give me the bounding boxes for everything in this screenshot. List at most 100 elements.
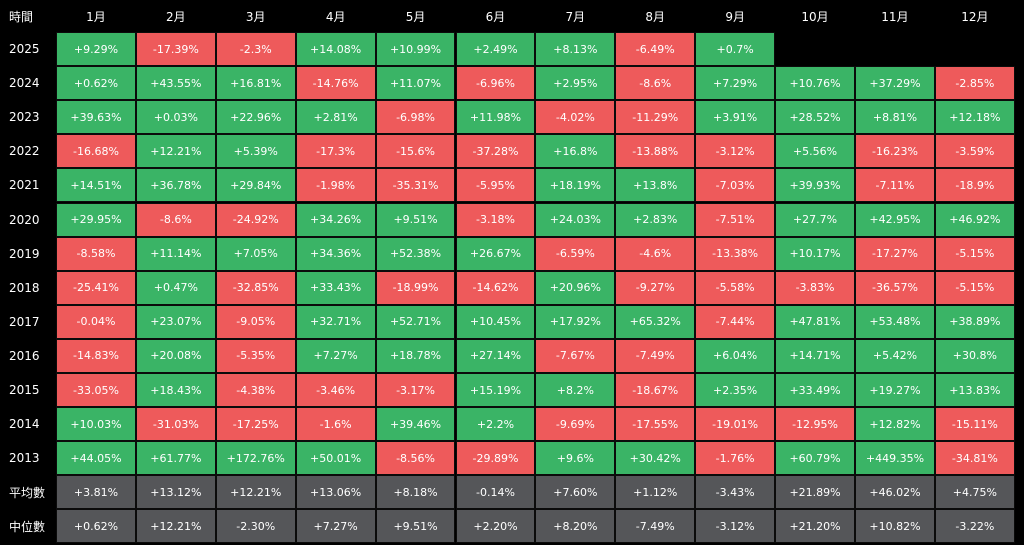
- row-label: 2023: [9, 110, 40, 125]
- return-cell: -13.88%: [615, 134, 696, 169]
- return-cell: -12.95%: [775, 407, 855, 442]
- return-cell: -2.3%: [215, 32, 296, 67]
- return-cell: -14.62%: [455, 270, 536, 305]
- return-cell: +5.42%: [855, 338, 935, 373]
- return-cell: +36.78%: [135, 168, 216, 203]
- return-cell: +8.13%: [535, 32, 616, 67]
- return-cell: +42.95%: [855, 202, 935, 237]
- return-cell: +27.14%: [455, 338, 536, 373]
- return-cell: +0.03%: [135, 100, 216, 135]
- return-cell: +27.7%: [775, 202, 855, 237]
- return-cell: -1.98%: [295, 168, 376, 203]
- return-cell: +32.71%: [295, 304, 376, 339]
- return-cell: -17.3%: [295, 134, 376, 169]
- return-cell: +449.35%: [855, 441, 935, 476]
- return-cell: -3.46%: [295, 373, 376, 408]
- summary-cell: +10.82%: [855, 509, 935, 544]
- return-cell: -15.11%: [934, 407, 1015, 442]
- return-cell: +65.32%: [615, 304, 696, 339]
- return-cell: +33.43%: [295, 270, 376, 305]
- return-cell: +33.49%: [775, 373, 855, 408]
- return-cell: -7.44%: [695, 304, 776, 339]
- summary-cell: +8.20%: [535, 509, 616, 544]
- return-cell: +11.07%: [375, 66, 456, 101]
- column-header-3: 3月: [245, 9, 266, 24]
- column-header-9: 9月: [725, 9, 745, 24]
- return-cell: -2.85%: [934, 66, 1015, 101]
- summary-cell: +21.89%: [775, 475, 855, 510]
- summary-cell: +9.51%: [375, 509, 456, 544]
- return-cell: -4.02%: [535, 100, 616, 135]
- row-label: 2024: [9, 76, 40, 91]
- summary-cell: -7.49%: [615, 509, 696, 544]
- column-header-12: 12月: [961, 9, 989, 24]
- column-header-7: 7月: [565, 9, 586, 24]
- return-cell: +2.95%: [535, 66, 616, 101]
- return-cell: -34.81%: [934, 441, 1015, 476]
- summary-cell: +1.12%: [615, 475, 696, 510]
- return-cell: -9.27%: [615, 270, 696, 305]
- column-header-11: 11月: [881, 9, 909, 24]
- return-cell: +6.04%: [695, 338, 776, 373]
- return-cell: -6.59%: [535, 236, 616, 271]
- return-cell: -1.6%: [295, 407, 376, 442]
- return-cell: +9.51%: [375, 202, 456, 237]
- return-cell: -17.25%: [215, 407, 296, 442]
- row-label: 中位數: [9, 519, 46, 534]
- return-cell: -18.9%: [934, 168, 1015, 203]
- summary-cell: +4.75%: [934, 475, 1015, 510]
- return-cell: +2.35%: [695, 373, 776, 408]
- return-cell: +39.93%: [775, 168, 855, 203]
- return-cell: -4.38%: [215, 373, 296, 408]
- return-cell: +34.36%: [295, 236, 376, 271]
- summary-cell: +7.60%: [535, 475, 616, 510]
- return-cell: -8.6%: [615, 66, 696, 101]
- row-label: 2019: [9, 246, 40, 261]
- return-cell: +34.26%: [295, 202, 376, 237]
- return-cell: +2.83%: [615, 202, 696, 237]
- summary-cell: +2.20%: [455, 509, 536, 544]
- return-cell: -7.67%: [535, 338, 616, 373]
- return-cell: +7.27%: [295, 338, 376, 373]
- return-cell: -24.92%: [215, 202, 296, 237]
- return-cell: +0.62%: [56, 66, 136, 101]
- column-header-2: 2月: [166, 9, 186, 24]
- return-cell: -31.03%: [135, 407, 216, 442]
- return-cell: -5.15%: [934, 236, 1015, 271]
- return-cell: -15.6%: [375, 134, 456, 169]
- return-cell: -25.41%: [56, 270, 136, 305]
- row-label: 2021: [9, 178, 40, 193]
- return-cell: +14.08%: [295, 32, 376, 67]
- return-cell: +22.96%: [215, 100, 296, 135]
- return-cell: +29.95%: [56, 202, 136, 237]
- return-cell: +0.47%: [135, 270, 216, 305]
- summary-cell: +0.62%: [56, 509, 136, 544]
- return-cell: +38.89%: [934, 304, 1015, 339]
- return-cell: -16.23%: [855, 134, 935, 169]
- summary-cell: +3.81%: [56, 475, 136, 510]
- return-cell: +13.8%: [615, 168, 696, 203]
- return-cell: +10.99%: [375, 32, 456, 67]
- row-label: 平均數: [9, 485, 46, 500]
- return-cell: +10.03%: [56, 407, 136, 442]
- return-cell: -3.17%: [375, 373, 456, 408]
- return-cell: +13.83%: [934, 373, 1015, 408]
- row-label: 2025: [9, 42, 40, 57]
- return-cell: -11.29%: [615, 100, 696, 135]
- return-cell: +15.19%: [455, 373, 536, 408]
- column-header-8: 8月: [645, 9, 666, 24]
- return-cell: +172.76%: [215, 441, 296, 476]
- return-cell: +20.08%: [135, 338, 216, 373]
- return-cell: -3.83%: [775, 270, 855, 305]
- return-cell: -0.04%: [56, 304, 136, 339]
- return-cell: +52.71%: [375, 304, 456, 339]
- return-cell: +12.82%: [855, 407, 935, 442]
- row-label: 2017: [9, 314, 40, 329]
- summary-cell: +12.21%: [215, 475, 296, 510]
- return-cell: +39.63%: [56, 100, 136, 135]
- return-cell: -32.85%: [215, 270, 296, 305]
- summary-cell: -3.22%: [934, 509, 1015, 544]
- return-cell: +30.42%: [615, 441, 696, 476]
- row-label: 2016: [9, 348, 40, 363]
- return-cell: +8.81%: [855, 100, 935, 135]
